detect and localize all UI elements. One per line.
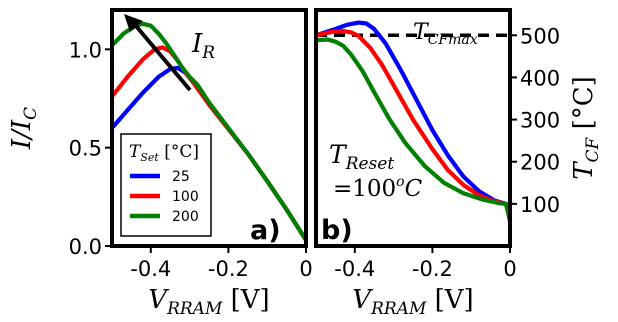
legend: TSet [°C] 25 100 200 [120, 133, 212, 237]
y-tick-label: 0.0 [69, 235, 102, 259]
y-tick-label: 500 [520, 24, 560, 48]
y-axis-label: TCF [°C] [569, 76, 603, 180]
legend-box [120, 133, 212, 237]
series-line-200 [316, 37, 510, 222]
y-tick-label: 400 [520, 66, 560, 90]
x-tick-label: -0.4 [334, 257, 375, 281]
treset-label: TReset [329, 140, 394, 174]
series-group [316, 20, 510, 222]
x-axis-label: VRRAM [V] [352, 285, 473, 319]
x-axis-label: VRRAM [V] [148, 285, 269, 319]
series-line-200 [112, 21, 306, 242]
y-tick-label: 100 [520, 193, 560, 217]
chart-panel-b: -0.4 -0.2 0 100 200 300 400 500 VRRAM [V] b) TCF [… [314, 8, 603, 319]
series-group [112, 21, 306, 242]
x-tick-label: 0 [299, 257, 312, 281]
x-tick-label: -0.2 [208, 257, 249, 281]
y-tick-label: 1.0 [69, 38, 102, 62]
legend-label-25: 25 [172, 169, 190, 185]
y-tick-label: 0.5 [69, 137, 102, 161]
y-tick-label: 300 [520, 109, 560, 133]
series-line-25 [316, 20, 510, 222]
ir-annotation: IR [191, 29, 215, 63]
x-tick-label: -0.4 [130, 257, 171, 281]
axes-frame [314, 8, 512, 248]
ir-arrow-head [124, 14, 143, 32]
x-tick-label: 0 [503, 257, 516, 281]
axes-frame [110, 8, 308, 248]
y-tick-label: 200 [520, 151, 560, 175]
tcfmax-label: TCFmax [413, 20, 478, 48]
panel-label-b: b) [321, 215, 353, 246]
legend-title: TSet [°C] [129, 142, 199, 164]
ir-arrow-shaft [134, 24, 192, 92]
legend-label-100: 100 [172, 189, 199, 205]
chart-panel-a: -0.4 -0.2 0 0.0 0.5 1.0 VRRAM [V] a) I/IC IR TSet … [7, 8, 313, 319]
panel-label-a: a) [250, 215, 281, 246]
y-axis-label: I/IC [7, 107, 41, 150]
treset-value: =100oC [333, 174, 423, 202]
legend-label-200: 200 [172, 209, 199, 225]
x-tick-label: -0.2 [412, 257, 453, 281]
